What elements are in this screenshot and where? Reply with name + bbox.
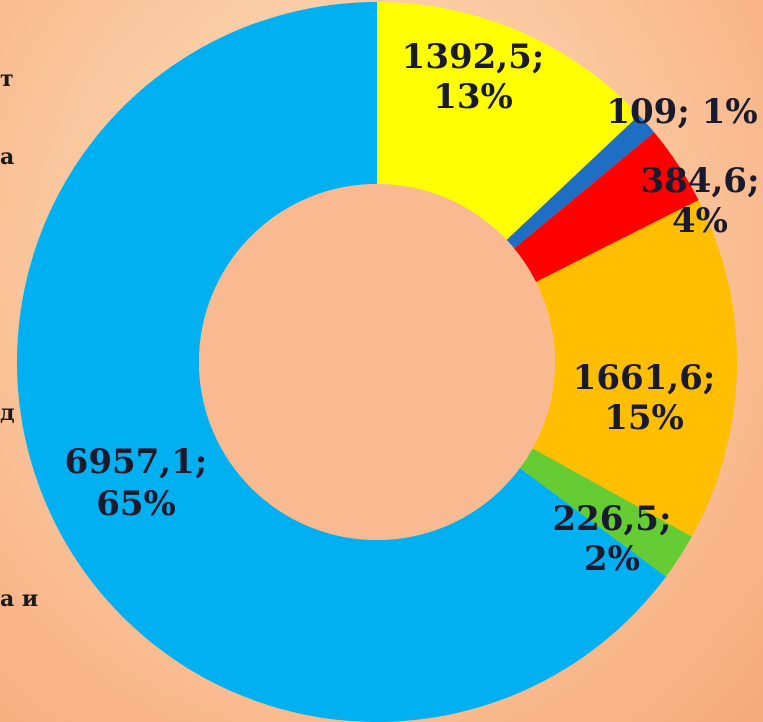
legend-fragment-1: т (0, 66, 14, 92)
slice-5 (519, 448, 692, 577)
slice-1 (377, 2, 640, 240)
slice-label-5-line-2: 2% (584, 539, 640, 579)
legend-fragment-3: д (0, 400, 15, 426)
slice-label-4-line-1: 1661,6; (573, 358, 716, 398)
slice-3 (514, 132, 699, 282)
slice-label-5-line-1: 226,5; (552, 499, 671, 539)
slice-label-5: 226,5; 2% (552, 499, 671, 579)
slice-label-4-line-2: 15% (604, 398, 684, 438)
slice-labels-group: 1392,5; 13% 109; 1% 384,6; 4% 1661,6; 15% 226,5… (65, 37, 760, 579)
slice-label-3: 384,6; 4% (640, 161, 759, 241)
legend-fragment-2: а (0, 144, 15, 170)
slice-label-6: 6957,1; 65% (65, 442, 208, 524)
slice-label-1-line-2: 13% (433, 77, 513, 117)
slice-label-2: 109; 1% (606, 92, 757, 132)
slice-label-3-line-2: 4% (672, 201, 728, 241)
slice-label-3-line-1: 384,6; (640, 161, 759, 201)
slices-group (17, 2, 737, 722)
slice-label-6-line-1: 6957,1; (65, 442, 208, 482)
slice-2 (506, 115, 655, 249)
slice-6 (17, 2, 666, 722)
slice-label-1-line-1: 1392,5; (402, 37, 545, 77)
slice-4 (532, 200, 737, 537)
slice-label-4: 1661,6; 15% (573, 358, 716, 438)
slice-label-6-line-2: 65% (96, 484, 176, 524)
slice-label-1: 1392,5; 13% (402, 37, 545, 117)
donut-hole (199, 184, 555, 540)
legend-fragment-4: а и (0, 586, 39, 612)
slice-label-2-line-1: 109; 1% (606, 92, 757, 132)
